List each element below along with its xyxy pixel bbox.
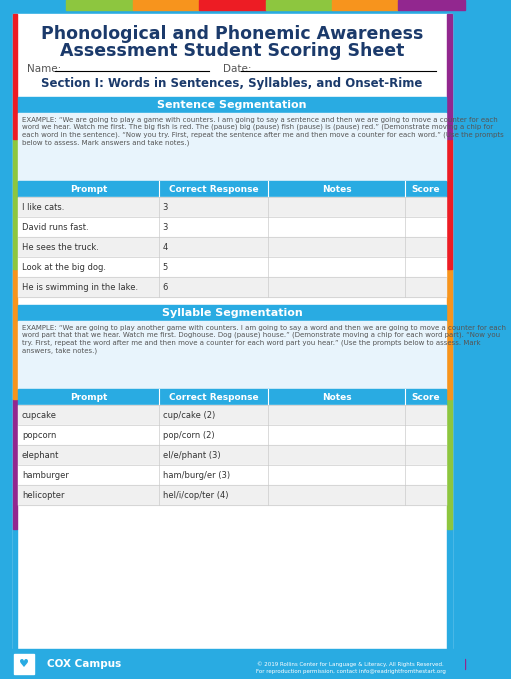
Bar xyxy=(0,649,464,679)
Text: Correct Response: Correct Response xyxy=(169,392,259,401)
Text: 6: 6 xyxy=(163,282,168,291)
Bar xyxy=(199,0,266,10)
Bar xyxy=(18,321,447,389)
Bar xyxy=(332,0,398,10)
Text: cupcake: cupcake xyxy=(22,411,57,420)
Bar xyxy=(18,425,447,445)
Text: hamburger: hamburger xyxy=(22,471,68,479)
Bar xyxy=(332,659,398,669)
Bar xyxy=(18,97,447,113)
Bar xyxy=(448,399,452,529)
Bar xyxy=(18,197,447,217)
Bar xyxy=(13,139,17,269)
Bar xyxy=(13,399,17,529)
Text: Prompt: Prompt xyxy=(70,392,107,401)
Text: Score: Score xyxy=(411,392,440,401)
Bar xyxy=(133,659,199,669)
Bar xyxy=(398,0,464,10)
Bar xyxy=(0,0,66,10)
Bar xyxy=(66,659,133,669)
Text: Syllable Segmentation: Syllable Segmentation xyxy=(161,308,303,318)
Text: He is swimming in the lake.: He is swimming in the lake. xyxy=(22,282,138,291)
Text: helicopter: helicopter xyxy=(22,490,64,500)
Bar xyxy=(18,485,447,505)
Text: Prompt: Prompt xyxy=(70,185,107,194)
Bar xyxy=(14,654,34,674)
Text: ham/burg/er (3): ham/burg/er (3) xyxy=(163,471,230,479)
Bar xyxy=(13,269,17,399)
Text: I like cats.: I like cats. xyxy=(22,202,64,211)
Text: Date:: Date: xyxy=(223,64,251,74)
Text: Notes: Notes xyxy=(321,185,351,194)
Bar xyxy=(18,277,447,297)
Text: Sentence Segmentation: Sentence Segmentation xyxy=(157,100,307,110)
Bar xyxy=(266,659,332,669)
Text: 5: 5 xyxy=(163,263,168,272)
Text: elephant: elephant xyxy=(22,450,59,460)
Bar xyxy=(448,269,452,399)
Text: Correct Response: Correct Response xyxy=(169,185,259,194)
Text: David runs fast.: David runs fast. xyxy=(22,223,88,232)
Bar xyxy=(398,659,464,669)
Bar xyxy=(13,14,17,139)
Bar xyxy=(13,529,17,659)
Text: EXAMPLE: “We are going to play another game with counters. I am going to say a w: EXAMPLE: “We are going to play another g… xyxy=(22,325,506,354)
Text: Notes: Notes xyxy=(321,392,351,401)
Text: Section I: Words in Sentences, Syllables, and Onset-Rime: Section I: Words in Sentences, Syllables… xyxy=(41,77,423,90)
Bar xyxy=(18,389,447,405)
Text: EXAMPLE: “We are going to play a game with counters. I am going to say a sentenc: EXAMPLE: “We are going to play a game wi… xyxy=(22,117,503,145)
Text: pop/corn (2): pop/corn (2) xyxy=(163,430,215,439)
Bar xyxy=(448,529,452,659)
Bar xyxy=(0,659,66,669)
Bar xyxy=(18,181,447,197)
Bar xyxy=(18,217,447,237)
Text: el/e/phant (3): el/e/phant (3) xyxy=(163,450,220,460)
Bar xyxy=(133,0,199,10)
Bar xyxy=(199,659,266,669)
Text: ♥: ♥ xyxy=(18,659,29,669)
Text: Name:: Name: xyxy=(27,64,61,74)
Bar xyxy=(18,237,447,257)
Bar xyxy=(448,139,452,269)
Bar xyxy=(448,14,452,139)
Text: 3: 3 xyxy=(163,223,168,232)
Text: Assessment Student Scoring Sheet: Assessment Student Scoring Sheet xyxy=(60,42,404,60)
Bar xyxy=(18,113,447,181)
Text: COX Campus: COX Campus xyxy=(48,659,122,669)
Text: © 2019 Rollins Center for Language & Literacy. All Rights Reserved.
For reproduc: © 2019 Rollins Center for Language & Lit… xyxy=(256,661,446,674)
Text: He sees the truck.: He sees the truck. xyxy=(22,242,99,251)
Text: Score: Score xyxy=(411,185,440,194)
Text: popcorn: popcorn xyxy=(22,430,56,439)
Bar xyxy=(18,257,447,277)
Bar xyxy=(66,0,133,10)
Bar xyxy=(18,445,447,465)
Text: 3: 3 xyxy=(163,202,168,211)
Text: cup/cake (2): cup/cake (2) xyxy=(163,411,215,420)
Text: Phonological and Phonemic Awareness: Phonological and Phonemic Awareness xyxy=(41,25,423,43)
Bar xyxy=(18,465,447,485)
Text: Look at the big dog.: Look at the big dog. xyxy=(22,263,106,272)
Bar xyxy=(18,305,447,321)
Bar xyxy=(18,405,447,425)
Text: 4: 4 xyxy=(163,242,168,251)
Bar xyxy=(266,0,332,10)
Text: hel/i/cop/ter (4): hel/i/cop/ter (4) xyxy=(163,490,228,500)
